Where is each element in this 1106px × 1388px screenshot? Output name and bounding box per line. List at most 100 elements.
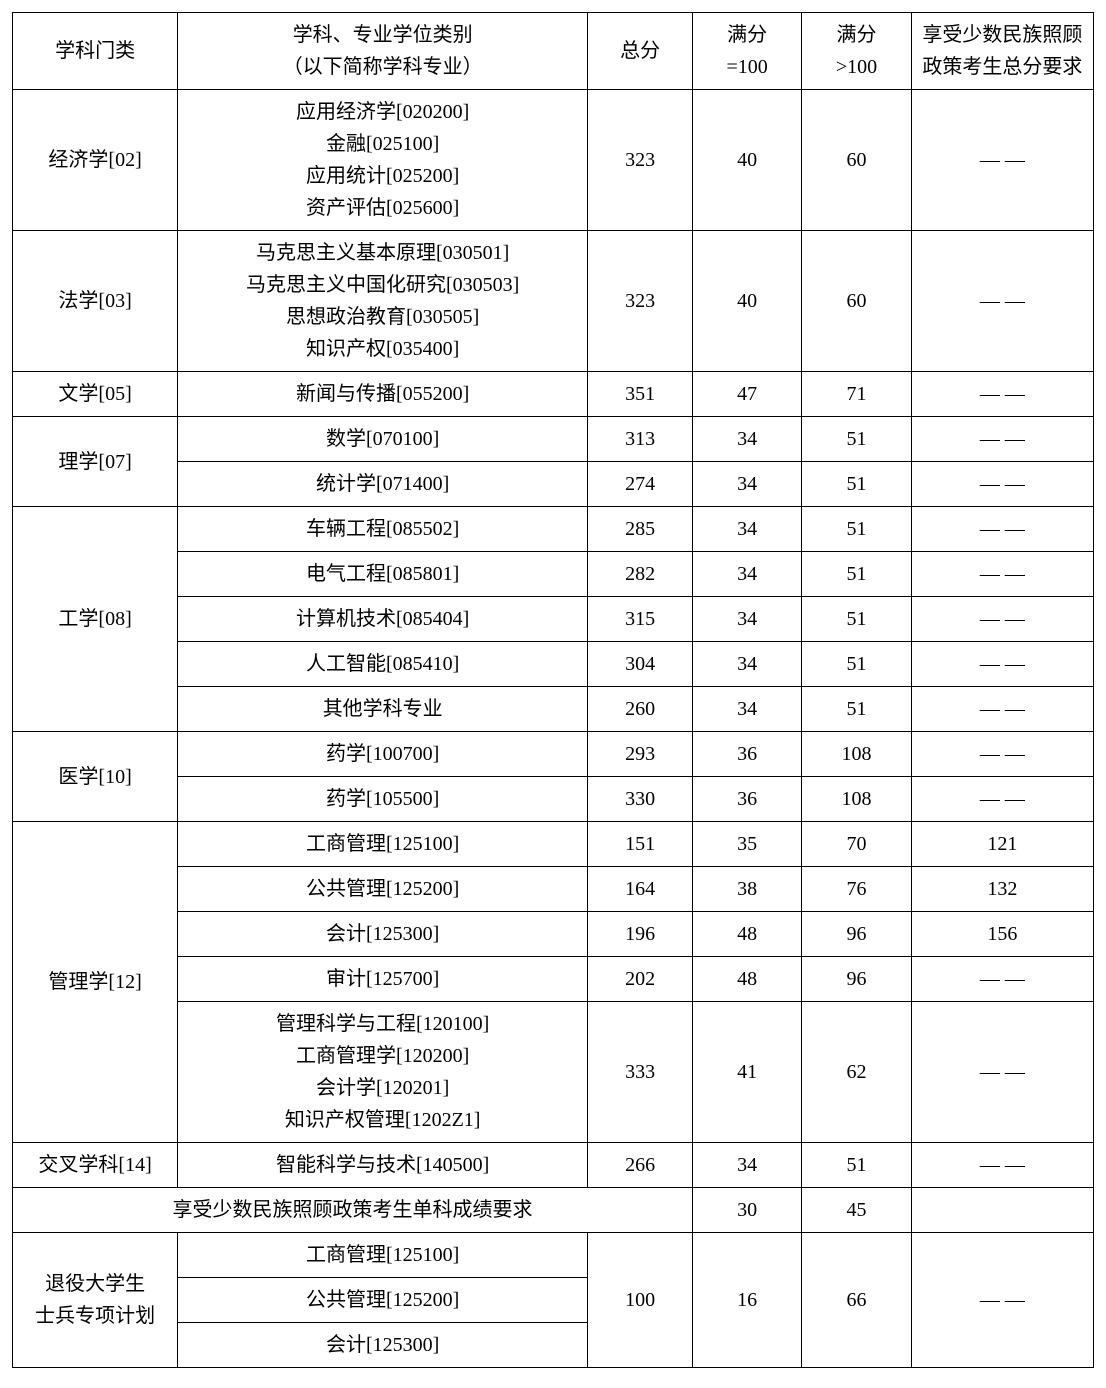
major-cell: 电气工程[085801] xyxy=(178,552,588,597)
table-header-row: 学科门类 学科、专业学位类别 （以下简称学科专业） 总分 满分 =100 满分 … xyxy=(13,13,1094,90)
f100-cell: 34 xyxy=(693,597,802,642)
f100-cell: 36 xyxy=(693,777,802,822)
f100-cell: 16 xyxy=(693,1233,802,1368)
major-cell: 药学[100700] xyxy=(178,732,588,777)
major-cell: 数学[070100] xyxy=(178,417,588,462)
category-cell: 文学[05] xyxy=(13,372,178,417)
minority-single-label: 享受少数民族照顾政策考生单科成绩要求 xyxy=(13,1188,693,1233)
category-cell: 经济学[02] xyxy=(13,90,178,231)
fgt100-cell: 108 xyxy=(802,732,911,777)
major-cell: 应用经济学[020200]金融[025100]应用统计[025200]资产评估[… xyxy=(178,90,588,231)
f100-cell: 34 xyxy=(693,417,802,462)
total-cell: 285 xyxy=(588,507,693,552)
veteran-category-cell: 退役大学生士兵专项计划 xyxy=(13,1233,178,1368)
category-cell: 工学[08] xyxy=(13,507,178,732)
table-row: 工学[08]车辆工程[085502]2853451— — xyxy=(13,507,1094,552)
fgt100-cell: 51 xyxy=(802,417,911,462)
total-cell: 293 xyxy=(588,732,693,777)
fgt100-cell: 96 xyxy=(802,957,911,1002)
table-row: 医学[10]药学[100700]29336108— — xyxy=(13,732,1094,777)
header-fullgt100: 满分 >100 xyxy=(802,13,911,90)
f100-cell: 38 xyxy=(693,867,802,912)
total-cell: 260 xyxy=(588,687,693,732)
fgt100-cell: 51 xyxy=(802,507,911,552)
total-cell: 202 xyxy=(588,957,693,1002)
category-cell: 理学[07] xyxy=(13,417,178,507)
f100-cell: 48 xyxy=(693,912,802,957)
total-cell: 323 xyxy=(588,90,693,231)
f100-cell: 47 xyxy=(693,372,802,417)
major-cell: 管理科学与工程[120100]工商管理学[120200]会计学[120201]知… xyxy=(178,1002,588,1143)
f100-cell: 35 xyxy=(693,822,802,867)
f100-cell: 34 xyxy=(693,552,802,597)
minority-cell: — — xyxy=(911,417,1093,462)
fgt100-cell: 51 xyxy=(802,642,911,687)
f100-cell: 36 xyxy=(693,732,802,777)
minority-cell: — — xyxy=(911,777,1093,822)
header-major: 学科、专业学位类别 （以下简称学科专业） xyxy=(178,13,588,90)
header-full100-line1: 满分 xyxy=(697,19,797,51)
minority-cell: 156 xyxy=(911,912,1093,957)
total-cell: 323 xyxy=(588,231,693,372)
fgt100-cell: 60 xyxy=(802,90,911,231)
category-cell: 管理学[12] xyxy=(13,822,178,1143)
major-cell: 工商管理[125100] xyxy=(178,1233,588,1278)
fgt100-cell: 45 xyxy=(802,1188,911,1233)
major-cell: 药学[105500] xyxy=(178,777,588,822)
major-cell: 会计[125300] xyxy=(178,912,588,957)
total-cell: 304 xyxy=(588,642,693,687)
total-cell: 315 xyxy=(588,597,693,642)
header-major-line2: （以下简称学科专业） xyxy=(182,51,583,83)
major-cell: 马克思主义基本原理[030501]马克思主义中国化研究[030503]思想政治教… xyxy=(178,231,588,372)
total-cell: 282 xyxy=(588,552,693,597)
fgt100-cell: 108 xyxy=(802,777,911,822)
fgt100-cell: 70 xyxy=(802,822,911,867)
minority-cell: — — xyxy=(911,90,1093,231)
major-cell: 公共管理[125200] xyxy=(178,867,588,912)
minority-single-subject-row: 享受少数民族照顾政策考生单科成绩要求3045 xyxy=(13,1188,1094,1233)
table-row: 管理学[12]工商管理[125100]1513570121 xyxy=(13,822,1094,867)
f100-cell: 34 xyxy=(693,687,802,732)
fgt100-cell: 62 xyxy=(802,1002,911,1143)
total-cell: 151 xyxy=(588,822,693,867)
table-row: 交叉学科[14]智能科学与技术[140500]2663451— — xyxy=(13,1143,1094,1188)
minority-cell: 121 xyxy=(911,822,1093,867)
major-cell: 审计[125700] xyxy=(178,957,588,1002)
minority-cell: — — xyxy=(911,597,1093,642)
total-cell: 330 xyxy=(588,777,693,822)
header-fullgt100-line1: 满分 xyxy=(806,19,906,51)
f100-cell: 48 xyxy=(693,957,802,1002)
f100-cell: 41 xyxy=(693,1002,802,1143)
score-requirements-table: 学科门类 学科、专业学位类别 （以下简称学科专业） 总分 满分 =100 满分 … xyxy=(12,12,1094,1368)
minority-cell: — — xyxy=(911,1233,1093,1368)
header-minority: 享受少数民族照顾政策考生总分要求 xyxy=(911,13,1093,90)
fgt100-cell: 76 xyxy=(802,867,911,912)
major-cell: 计算机技术[085404] xyxy=(178,597,588,642)
header-total: 总分 xyxy=(588,13,693,90)
header-fullgt100-line2: >100 xyxy=(806,51,906,83)
total-cell: 313 xyxy=(588,417,693,462)
total-cell: 333 xyxy=(588,1002,693,1143)
minority-cell: — — xyxy=(911,552,1093,597)
minority-cell: — — xyxy=(911,687,1093,732)
total-cell: 266 xyxy=(588,1143,693,1188)
minority-cell: — — xyxy=(911,372,1093,417)
table-row: 经济学[02]应用经济学[020200]金融[025100]应用统计[02520… xyxy=(13,90,1094,231)
table-body: 经济学[02]应用经济学[020200]金融[025100]应用统计[02520… xyxy=(13,90,1094,1368)
fgt100-cell: 51 xyxy=(802,687,911,732)
f100-cell: 30 xyxy=(693,1188,802,1233)
fgt100-cell: 71 xyxy=(802,372,911,417)
minority-cell: 132 xyxy=(911,867,1093,912)
major-cell: 车辆工程[085502] xyxy=(178,507,588,552)
total-cell: 196 xyxy=(588,912,693,957)
major-cell: 统计学[071400] xyxy=(178,462,588,507)
fgt100-cell: 51 xyxy=(802,552,911,597)
minority-cell: — — xyxy=(911,507,1093,552)
category-cell: 交叉学科[14] xyxy=(13,1143,178,1188)
major-cell: 新闻与传播[055200] xyxy=(178,372,588,417)
minority-cell xyxy=(911,1188,1093,1233)
major-cell: 会计[125300] xyxy=(178,1323,588,1368)
total-cell: 100 xyxy=(588,1233,693,1368)
header-full100-line2: =100 xyxy=(697,51,797,83)
fgt100-cell: 96 xyxy=(802,912,911,957)
